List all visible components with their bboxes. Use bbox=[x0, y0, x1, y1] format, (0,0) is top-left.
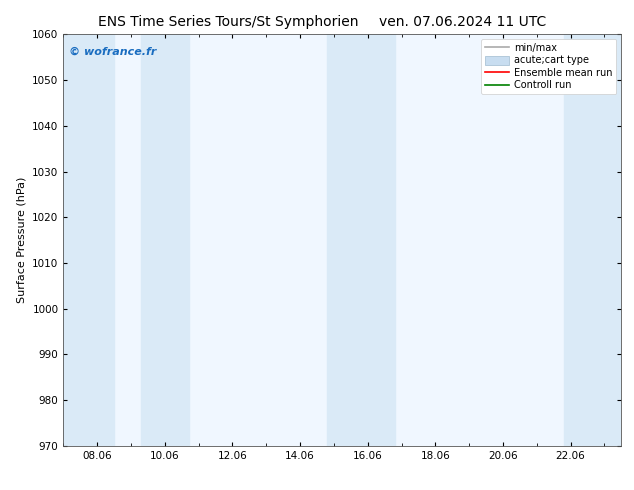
Text: © wofrance.fr: © wofrance.fr bbox=[69, 47, 157, 57]
Text: ENS Time Series Tours/St Symphorien: ENS Time Series Tours/St Symphorien bbox=[98, 15, 358, 29]
Bar bbox=[141, 34, 188, 446]
Y-axis label: Surface Pressure (hPa): Surface Pressure (hPa) bbox=[16, 177, 27, 303]
Bar bbox=[327, 34, 395, 446]
Bar bbox=[564, 34, 621, 446]
Legend: min/max, acute;cart type, Ensemble mean run, Controll run: min/max, acute;cart type, Ensemble mean … bbox=[481, 39, 616, 94]
Text: ven. 07.06.2024 11 UTC: ven. 07.06.2024 11 UTC bbox=[379, 15, 547, 29]
Bar bbox=[63, 34, 114, 446]
